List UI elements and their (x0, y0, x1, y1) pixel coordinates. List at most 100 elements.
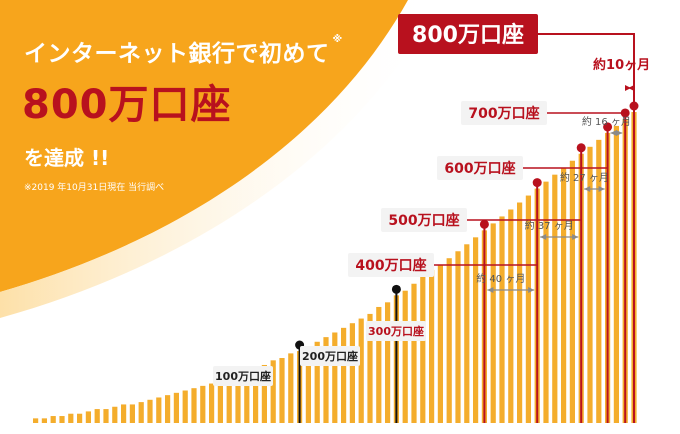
bar (182, 390, 188, 423)
bar (552, 174, 558, 423)
bar (138, 402, 144, 423)
interval-arrowhead (610, 130, 617, 136)
bar (173, 392, 179, 423)
interval-arrowhead (487, 287, 494, 293)
milestone-label: 200万口座 (300, 346, 360, 366)
interval-arrowhead (625, 85, 631, 91)
bar (209, 383, 215, 423)
milestone-label-box (398, 14, 538, 54)
interval-annotation: 約 27 ヶ月 (560, 171, 609, 192)
interval-label: 約10ヶ月 (593, 57, 650, 73)
headline-title-text: インターネット銀行で初めて (24, 41, 330, 67)
bar (253, 367, 259, 423)
bar (613, 125, 619, 423)
bar (569, 160, 575, 423)
milestone-connector (538, 33, 635, 106)
bar (385, 302, 391, 423)
bar (596, 139, 602, 423)
bar (200, 385, 206, 423)
milestone-label: 100万口座 (213, 366, 273, 386)
bar (288, 353, 294, 423)
milestone-label-text: 200万口座 (302, 349, 358, 363)
bar (261, 364, 267, 423)
milestone-label-text: 800万口座 (412, 22, 524, 48)
bar (112, 406, 118, 423)
milestone-connector (523, 126, 609, 169)
interval-annotation: 約 40 ヶ月 (476, 272, 535, 293)
bar (437, 265, 443, 423)
bar (455, 251, 461, 423)
milestone-dot (391, 284, 401, 294)
headline-title: インターネット銀行で初めて※ (24, 34, 343, 68)
milestone-label-box (300, 346, 360, 366)
milestone-dot (479, 219, 489, 229)
interval-arrowhead (584, 186, 591, 192)
milestone-label: 600万口座 (437, 156, 523, 180)
bar (103, 409, 109, 423)
interval-arrowhead (528, 287, 535, 293)
bar (323, 337, 329, 423)
milestone-label: 400万口座 (348, 253, 434, 277)
bar (129, 404, 135, 423)
interval-arrowhead (540, 234, 547, 240)
bar (420, 276, 426, 423)
milestone-label: 700万口座 (461, 101, 547, 125)
milestone-label: 500万口座 (381, 208, 467, 232)
bar (464, 244, 470, 423)
bar (279, 358, 285, 423)
bar (587, 146, 593, 424)
bar (147, 399, 153, 423)
milestone-label-text: 100万口座 (215, 369, 271, 383)
headline-note-mark: ※ (332, 34, 343, 45)
interval-label: 約 16 ヶ月 (582, 115, 631, 128)
bar (446, 258, 452, 423)
bar (332, 332, 338, 423)
bar (517, 202, 523, 423)
milestone-markers: 100万口座 200万口座 300万口座 400万口座 500万口座 600万口座 700万… (213, 14, 639, 423)
bar (217, 381, 223, 423)
bar (244, 371, 250, 423)
bar (235, 374, 241, 423)
bar (358, 318, 364, 423)
headline-count: 800万口座 (22, 82, 232, 128)
bar (508, 209, 514, 423)
bar (85, 411, 91, 423)
milestone-label-box (437, 156, 523, 180)
bar (429, 269, 435, 423)
interval-arrowhead (616, 130, 623, 136)
interval-annotation: 約 37 ヶ月 (525, 219, 579, 240)
bar (77, 413, 83, 423)
bar (270, 360, 276, 423)
milestone-label-text: 500万口座 (388, 212, 459, 229)
milestone-label-box (461, 101, 547, 125)
bar (561, 167, 567, 423)
milestone-label-box (348, 253, 434, 277)
bar (165, 395, 171, 423)
interval-label: 約 37 ヶ月 (525, 219, 574, 232)
milestone-label: 300万口座 (366, 321, 426, 341)
bar (226, 376, 232, 423)
bar (402, 290, 408, 423)
milestone-label-box (213, 366, 273, 386)
bar (191, 388, 197, 423)
milestone-connector (467, 147, 582, 221)
bar (490, 223, 496, 423)
milestone-connector (434, 182, 538, 266)
bar (376, 306, 382, 423)
interval-label: 約 40 ヶ月 (476, 272, 525, 285)
background (0, 0, 440, 318)
bar (314, 341, 320, 423)
background-swoosh (0, 0, 440, 318)
bar (50, 416, 56, 423)
bar (33, 418, 39, 423)
bar (367, 313, 373, 423)
interval-annotation: 約 16 ヶ月 (582, 115, 631, 136)
bar (68, 413, 74, 423)
milestone-label-box (366, 321, 426, 341)
footnote: ※2019 年10月31日現在 当行調べ (24, 183, 165, 193)
interval-arrowhead (598, 186, 605, 192)
bar (473, 237, 479, 423)
interval-arrowhead (572, 234, 579, 240)
milestone-label-text: 300万口座 (368, 324, 424, 338)
